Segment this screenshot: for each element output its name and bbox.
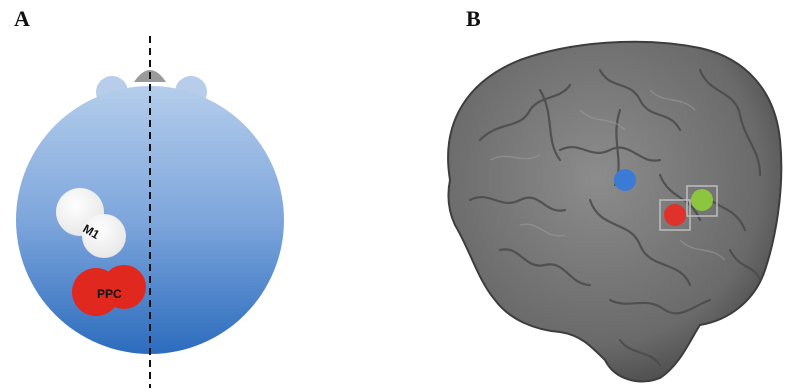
brain-image xyxy=(447,40,783,383)
red-marker-box xyxy=(659,199,691,231)
panel-label-b: B xyxy=(466,6,481,31)
ppc-coil-label: PPC xyxy=(97,287,122,301)
green-marker-box xyxy=(686,185,718,217)
m1-coil: M1 xyxy=(56,188,126,258)
panel-label-a: A xyxy=(14,6,30,31)
red-marker xyxy=(664,204,686,226)
blue-marker xyxy=(614,169,636,191)
ppc-coil: PPC xyxy=(72,265,146,316)
green-marker xyxy=(691,189,713,211)
